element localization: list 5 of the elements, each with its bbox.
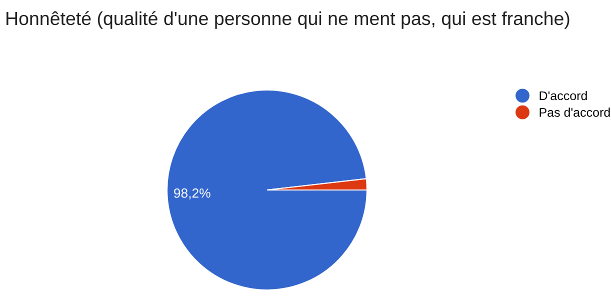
pie-slice (166, 89, 368, 291)
data-label: 98,2% (174, 188, 210, 200)
legend-label: D'accord (540, 91, 587, 100)
chart-title: Honnêteté (qualité d'une personne qui ne ment pas, qui est franche) (6, 11, 570, 29)
legend-label: Pas d'accord (540, 108, 610, 117)
